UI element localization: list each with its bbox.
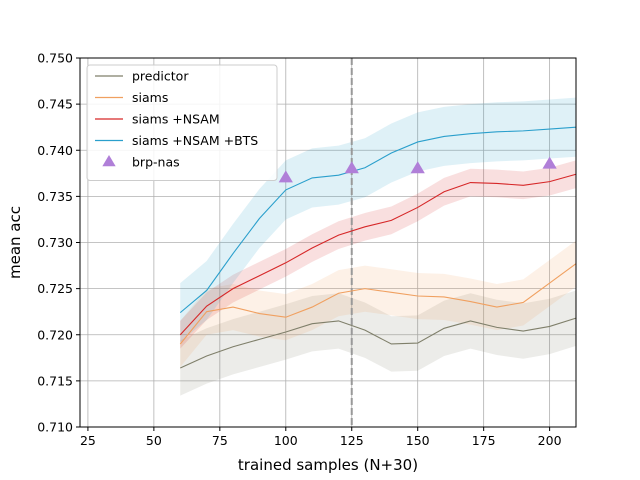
line-layer	[179, 126, 577, 369]
marker-layer	[278, 156, 557, 183]
legend-marker-swatch	[102, 155, 116, 167]
legend-label: siams +NSAM	[132, 112, 220, 127]
confidence-band	[180, 160, 577, 349]
y-tick-label: 0.710	[37, 420, 73, 435]
y-tick-label: 0.750	[37, 51, 73, 66]
x-tick-label: 150	[406, 433, 430, 448]
y-tick-label: 0.725	[37, 281, 73, 296]
series-line	[179, 173, 577, 336]
legend-label: siams +NSAM +BTS	[132, 133, 258, 148]
legend-box	[86, 64, 278, 181]
x-axis-label: trained samples (N+30)	[238, 456, 418, 474]
x-tick-label: 125	[340, 433, 364, 448]
x-tick-label: 75	[212, 433, 228, 448]
y-tick-label: 0.720	[37, 327, 73, 342]
x-tick-label: 175	[472, 433, 496, 448]
y-tick-label: 0.735	[37, 189, 73, 204]
y-tick-label: 0.740	[37, 143, 73, 158]
y-axis-label: mean acc	[6, 206, 24, 279]
brp-nas-marker	[542, 156, 557, 169]
confidence-band	[180, 97, 577, 343]
brp-nas-marker	[344, 161, 359, 174]
series-line	[180, 317, 577, 369]
legend-label: predictor	[132, 69, 189, 84]
x-tick-label: 200	[538, 433, 562, 448]
y-tick-label: 0.715	[37, 373, 73, 388]
legend-label: brp-nas	[132, 155, 180, 170]
x-tick-label: 100	[274, 433, 298, 448]
series-line	[179, 263, 577, 345]
legend-label: siams	[132, 90, 168, 105]
legend: predictor siams siams +NSAM siams +NSAM +BT…	[86, 64, 278, 181]
x-tick-label: 50	[146, 433, 162, 448]
x-tick-label: 25	[80, 433, 96, 448]
tick-layer: 25 50 75 100 125 150 175 200 0.710 0.715 0.720 0.72…	[37, 51, 561, 449]
series-line	[179, 126, 577, 314]
confidence-band	[180, 240, 577, 368]
brp-nas-marker	[278, 170, 293, 183]
brp-nas-marker	[410, 161, 425, 174]
y-tick-label: 0.730	[37, 235, 73, 250]
y-tick-label: 0.745	[37, 97, 73, 112]
